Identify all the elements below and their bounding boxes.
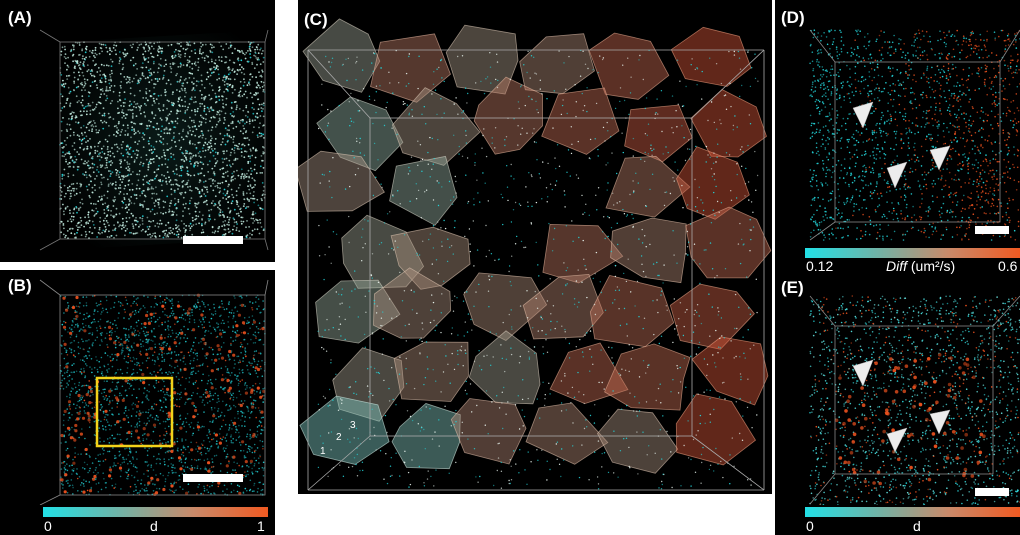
- arrowhead-icon: [886, 161, 908, 189]
- panel-b-bounding-box: [39, 279, 269, 506]
- panel-b-particles: [59, 293, 266, 496]
- cell-polygon: [610, 217, 687, 284]
- panel-d-arrowheads: [852, 101, 951, 189]
- panel-a-scale-bar: [183, 236, 243, 244]
- panel-b-colorbar: [43, 507, 268, 517]
- cell-polygon: [302, 18, 381, 93]
- panel-d-colorbar: [805, 248, 1020, 258]
- cell-polygon: [450, 398, 527, 465]
- cell-polygon: [605, 155, 691, 218]
- cell-polygon: [541, 87, 620, 155]
- cell-polygon: [604, 343, 691, 411]
- panel-b-colorbar-min: 0: [44, 518, 52, 534]
- panel-d-scale-bar: [975, 226, 1009, 234]
- panel-c-render: [298, 18, 772, 491]
- arrowhead-icon: [929, 145, 951, 171]
- panel-d-colorbar-min: 0.12: [806, 258, 834, 274]
- panel-d-particles: [809, 29, 1020, 241]
- panel-b-scale-bar: [183, 474, 243, 482]
- cell-polygon: [373, 267, 452, 339]
- cell-polygon: [389, 155, 458, 226]
- cell-polygon: [391, 87, 481, 166]
- panel-e-label: (E): [781, 278, 804, 297]
- panel-b-render: [39, 279, 269, 506]
- panel-c-cells: [298, 18, 772, 474]
- panel-e-scale-bar: [975, 488, 1009, 496]
- panel-e-render: [809, 295, 1020, 507]
- panel-a-render: [39, 29, 269, 251]
- cell-polygon: [298, 150, 385, 212]
- panel-d-image: (D): [775, 0, 1020, 248]
- cell-polygon: [676, 146, 750, 220]
- cell-polygon: [445, 24, 519, 95]
- panel-b-label: (B): [8, 276, 32, 295]
- cell-polygon: [542, 223, 624, 284]
- panel-e-bounding-box: [809, 295, 1020, 505]
- arrowhead-icon: [852, 101, 874, 129]
- cell-polygon: [332, 347, 405, 422]
- panel-e-particles: [809, 295, 1020, 507]
- cell-polygon: [463, 272, 548, 341]
- panel-c-particles: [317, 49, 759, 490]
- panel-c-bounding-box: [307, 49, 765, 491]
- cell-polygon: [691, 336, 769, 406]
- panel-a-particles: [59, 41, 266, 240]
- panel-d-colorbar-title-unit: (um²/s): [907, 258, 956, 274]
- panel-d-label: (D): [781, 8, 805, 27]
- panel-d-colorbar-title-italic: Diff: [886, 258, 907, 274]
- cell-polygon: [624, 104, 693, 163]
- panel-c-image: (C) 1 2 3: [298, 0, 772, 494]
- panel-b-colorbar-max: 1: [257, 518, 265, 534]
- panel-b-image: (B): [0, 270, 275, 510]
- panel-c-axis-tick-1: 1: [320, 446, 326, 457]
- arrowhead-icon: [886, 427, 908, 453]
- cell-polygon: [519, 33, 595, 95]
- cell-polygon: [468, 330, 541, 405]
- cell-polygon: [473, 76, 544, 155]
- panel-b-colorbar-title: d: [150, 518, 158, 534]
- cell-polygon: [669, 283, 755, 350]
- panel-a-bounding-box: [39, 29, 269, 251]
- cell-polygon: [675, 393, 757, 466]
- panel-c-axis-tick-3: 3: [350, 420, 356, 431]
- cell-polygon: [299, 395, 390, 465]
- panel-c-axis-tick-2: 2: [336, 432, 342, 443]
- region-of-interest-box: [95, 376, 174, 448]
- cell-polygon: [316, 96, 404, 172]
- panel-d-colorbar-title: Diff (um²/s): [886, 258, 955, 274]
- panel-a-image: (A): [0, 0, 275, 262]
- arrowhead-icon: [852, 359, 874, 387]
- panel-d-bounding-box: [809, 29, 1020, 241]
- cell-polygon: [522, 273, 604, 340]
- panel-d-render: [809, 29, 1020, 241]
- panel-e-colorbar-min: 0: [806, 518, 814, 534]
- panel-a-volume: [60, 30, 268, 250]
- cell-polygon: [597, 408, 679, 474]
- panel-e-arrowheads: [852, 359, 951, 453]
- arrowhead-icon: [929, 409, 951, 435]
- panel-c-label: (C): [304, 10, 328, 29]
- cell-polygon: [685, 206, 772, 279]
- panel-e-colorbar: [805, 507, 1020, 517]
- panel-a-label: (A): [8, 8, 32, 27]
- cell-polygon: [390, 226, 471, 290]
- panel-e-image: (E): [775, 274, 1020, 510]
- cell-polygon: [670, 26, 752, 87]
- panel-d-colorbar-max: 0.6: [998, 258, 1018, 274]
- cell-polygon: [393, 341, 469, 402]
- panel-e-colorbar-title: d: [913, 518, 921, 534]
- cell-polygon: [525, 402, 609, 465]
- cell-polygon: [370, 33, 451, 103]
- cell-polygon: [315, 279, 401, 344]
